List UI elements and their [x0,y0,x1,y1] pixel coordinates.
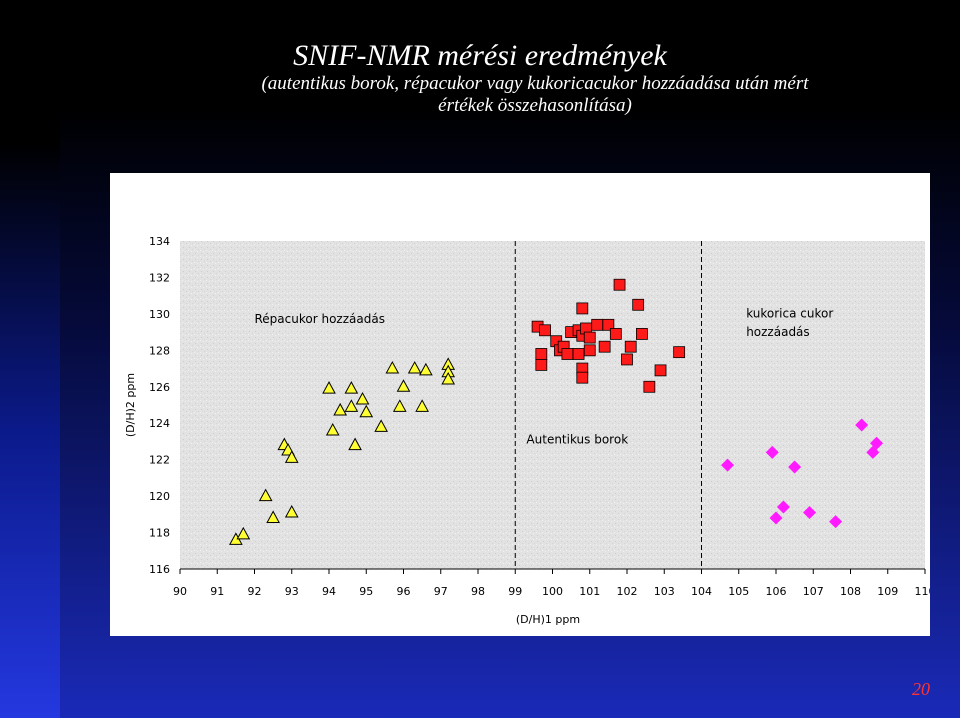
x-tick-label: 109 [877,585,898,598]
data-point-triangle [348,437,362,451]
x-tick-label: 100 [542,585,563,598]
x-tick-label: 93 [285,585,299,598]
data-point-triangle [236,526,251,540]
data-point-triangle [344,381,359,394]
data-point-diamond [769,511,783,525]
data-point-square [636,328,648,340]
y-tick-label: 116 [149,563,170,576]
data-point-square [561,348,574,360]
data-point-square [576,302,589,315]
data-point-triangle [322,381,336,394]
data-point-triangle [415,399,429,412]
data-point-diamond [765,445,779,459]
x-tick-label: 98 [471,585,485,598]
data-point-square [624,340,637,353]
data-point-triangle [396,379,411,392]
slide-subtitle: (autentikus borok, répacukor vagy kukori… [120,73,950,117]
data-point-triangle [284,504,299,518]
data-point-diamond [788,460,802,474]
data-point-square [591,318,604,331]
data-point-triangle [333,402,348,416]
data-point-triangle [344,399,359,412]
annotation-label: Autentikus borok [526,432,628,446]
data-point-square [598,340,611,353]
left-gradient-band [0,0,60,718]
x-tick-label: 108 [840,585,861,598]
data-point-diamond [721,458,735,472]
x-tick-label: 101 [579,585,600,598]
annotation-label: hozzáadás [746,325,809,339]
data-point-square [535,359,548,371]
x-tick-label: 103 [654,585,675,598]
x-tick-label: 91 [210,585,224,598]
data-point-triangle [258,488,273,502]
y-axis-label: (D/H)2 ppm [124,373,137,437]
y-tick-label: 130 [149,308,170,321]
data-point-diamond [803,506,817,520]
data-point-square [535,348,548,360]
y-tick-label: 118 [149,527,170,540]
data-point-square [572,348,585,360]
x-tick-label: 102 [617,585,638,598]
data-point-diamond [829,515,843,529]
data-point-triangle [325,422,340,436]
annotation-label: kukorica cukor [746,307,833,321]
data-point-square [643,380,656,393]
x-tick-label: 96 [397,585,411,598]
data-point-triangle [441,371,456,385]
chart-area: 90 91 92 93 94 95 96 97 98 99 100 101 102 103 104 105 10… [110,173,930,636]
data-point-square [583,331,596,344]
annotation-label: Répacukor hozzáadás [255,312,385,326]
data-point-square [621,353,633,366]
x-axis-label: (D/H)1 ppm [516,613,580,626]
x-tick-label: 92 [248,585,262,598]
data-point-diamond [855,418,869,432]
y-tick-label: 134 [149,235,170,248]
data-point-triangle [266,510,280,523]
data-point-square [632,298,645,311]
x-tick-label: 110 [915,585,931,598]
x-tick-label: 94 [322,585,336,598]
x-tick-label: 95 [359,585,373,598]
subtitle-line-1: (autentikus borok, répacukor vagy kukori… [261,73,809,94]
plot-background [180,241,925,569]
y-tick-label: 132 [149,271,170,284]
x-tick-label: 105 [728,585,749,598]
data-point-square [576,371,589,384]
data-point-square [539,324,551,337]
y-tick-label: 122 [149,454,170,467]
y-tick-label: 128 [149,344,170,357]
x-tick-label: 97 [434,585,448,598]
data-point-triangle [284,450,299,463]
data-point-square [583,344,596,357]
subtitle-line-2: értékek összehasonlítása) [438,95,632,116]
y-tick-label: 126 [149,381,170,394]
data-point-triangle [392,399,407,412]
data-point-square [609,328,622,340]
data-point-square [613,278,626,291]
x-tick-label: 106 [766,585,787,598]
x-tick-label: 104 [691,585,712,598]
x-tick-label: 107 [803,585,824,598]
data-point-square [602,318,615,331]
data-point-triangle [385,361,400,374]
data-point-square [654,364,667,377]
slide-title: SNIF-NMR mérési eredmények [293,39,667,72]
data-point-diamond [776,500,790,514]
data-point-triangle [359,404,374,418]
data-point-diamond [870,436,884,450]
data-point-triangle [355,391,370,405]
data-point-triangle [419,362,433,376]
data-point-square [673,346,686,359]
y-tick-label: 120 [149,490,170,503]
scatter-chart: 90 91 92 93 94 95 96 97 98 99 100 101 102 103 104 105 10… [124,235,931,626]
y-tick-label: 124 [149,417,170,430]
x-tick-label: 90 [173,585,187,598]
x-tick-label: 99 [508,585,522,598]
data-point-triangle [407,361,422,374]
page-number: 20 [912,679,930,699]
data-point-triangle [374,419,388,432]
